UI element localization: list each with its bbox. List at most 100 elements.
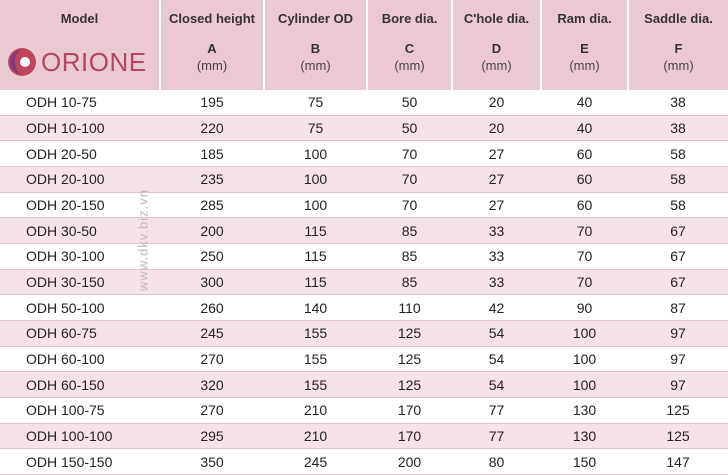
value-cell: 90 (541, 294, 628, 321)
value-cell: 130 (541, 423, 628, 450)
value-cell: 97 (628, 346, 728, 373)
column-unit: (mm) (663, 58, 694, 73)
column-letter: E (580, 41, 589, 56)
value-cell: 42 (452, 294, 541, 321)
column-header: Saddle dia. F (mm) (627, 0, 728, 90)
value-cell: 60 (541, 166, 628, 193)
model-cell: ODH 20-50 (0, 140, 160, 167)
model-cell: ODH 30-150 (0, 269, 160, 296)
value-cell: 125 (367, 320, 452, 347)
value-cell: 60 (541, 192, 628, 219)
column-unit: (mm) (300, 58, 331, 73)
column-name: Closed height (169, 11, 255, 26)
value-cell: 140 (264, 294, 367, 321)
table-row: ODH 20-50 185 100 70 27 60 58 (0, 140, 728, 167)
model-cell: ODH 10-100 (0, 115, 160, 142)
value-cell: 155 (264, 371, 367, 398)
value-cell: 75 (264, 115, 367, 142)
logo: ORIONE (6, 46, 159, 78)
column-name: Ram dia. (557, 11, 612, 26)
value-cell: 33 (452, 269, 541, 296)
value-cell: 245 (160, 320, 264, 347)
value-cell: 100 (541, 320, 628, 347)
value-cell: 50 (367, 115, 452, 142)
logo-icon (8, 48, 36, 76)
value-cell: 40 (541, 115, 628, 142)
value-cell: 115 (264, 269, 367, 296)
value-cell: 70 (541, 269, 628, 296)
model-cell: ODH 20-100 (0, 166, 160, 193)
value-cell: 285 (160, 192, 264, 219)
column-header: Closed height A (mm) (159, 0, 264, 90)
value-cell: 33 (452, 217, 541, 244)
table-row: ODH 100-75 270 210 170 77 130 125 (0, 397, 728, 424)
value-cell: 125 (628, 423, 728, 450)
value-cell: 200 (367, 448, 452, 475)
column-unit: (mm) (394, 58, 425, 73)
value-cell: 155 (264, 320, 367, 347)
column-header: Cylinder OD B (mm) (263, 0, 367, 90)
value-cell: 125 (367, 346, 452, 373)
value-cell: 33 (452, 243, 541, 270)
value-cell: 155 (264, 346, 367, 373)
table-row: ODH 60-100 270 155 125 54 100 97 (0, 346, 728, 373)
table-row: ODH 20-150 285 100 70 27 60 58 (0, 192, 728, 219)
value-cell: 77 (452, 397, 541, 424)
column-unit: (mm) (569, 58, 600, 73)
header-row: Model ORIONE Closed height A (mm) Cylinder OD… (0, 0, 728, 90)
model-cell: ODH 10-75 (0, 90, 160, 116)
value-cell: 70 (541, 243, 628, 270)
value-cell: 70 (367, 166, 452, 193)
value-cell: 70 (541, 217, 628, 244)
value-cell: 115 (264, 217, 367, 244)
value-cell: 100 (264, 192, 367, 219)
column-unit: (mm) (196, 58, 228, 73)
value-cell: 245 (264, 448, 367, 475)
value-cell: 200 (160, 217, 264, 244)
table-row: ODH 30-100 250 115 85 33 70 67 (0, 243, 728, 270)
value-cell: 170 (367, 397, 452, 424)
column-header: Model ORIONE (0, 0, 160, 90)
table-body: ODH 10-75 195 75 50 20 40 38 ODH 10-100 220 75 50 2… (0, 90, 728, 475)
value-cell: 58 (628, 166, 728, 193)
value-cell: 20 (452, 115, 541, 142)
value-cell: 77 (452, 423, 541, 450)
value-cell: 70 (367, 140, 452, 167)
model-cell: ODH 50-100 (0, 294, 160, 321)
value-cell: 85 (367, 217, 452, 244)
column-name: Cylinder OD (277, 11, 354, 26)
model-cell: ODH 60-150 (0, 371, 160, 398)
column-header: Ram dia. E (mm) (540, 0, 628, 90)
value-cell: 260 (160, 294, 264, 321)
value-cell: 58 (628, 140, 728, 167)
value-cell: 300 (160, 269, 264, 296)
value-cell: 38 (628, 90, 728, 116)
table-row: ODH 10-100 220 75 50 20 40 38 (0, 115, 728, 142)
model-cell: ODH 30-50 (0, 217, 160, 244)
model-cell: ODH 60-75 (0, 320, 160, 347)
table-row: ODH 30-50 200 115 85 33 70 67 (0, 217, 728, 244)
column-name: Bore dia. (381, 11, 438, 26)
value-cell: 125 (628, 397, 728, 424)
value-cell: 70 (367, 192, 452, 219)
value-cell: 270 (160, 346, 264, 373)
value-cell: 54 (452, 346, 541, 373)
value-cell: 27 (452, 166, 541, 193)
table-row: ODH 50-100 260 140 110 42 90 87 (0, 294, 728, 321)
column-header: Bore dia. C (mm) (366, 0, 452, 90)
column-letter: B (310, 41, 321, 56)
value-cell: 58 (628, 192, 728, 219)
table-row: ODH 100-100 295 210 170 77 130 125 (0, 423, 728, 450)
value-cell: 195 (160, 90, 264, 116)
value-cell: 75 (264, 90, 367, 116)
value-cell: 87 (628, 294, 728, 321)
column-letter: F (674, 41, 683, 56)
value-cell: 67 (628, 243, 728, 270)
value-cell: 54 (452, 371, 541, 398)
column-name: C'hole dia. (463, 11, 530, 26)
value-cell: 100 (264, 140, 367, 167)
value-cell: 97 (628, 371, 728, 398)
value-cell: 235 (160, 166, 264, 193)
